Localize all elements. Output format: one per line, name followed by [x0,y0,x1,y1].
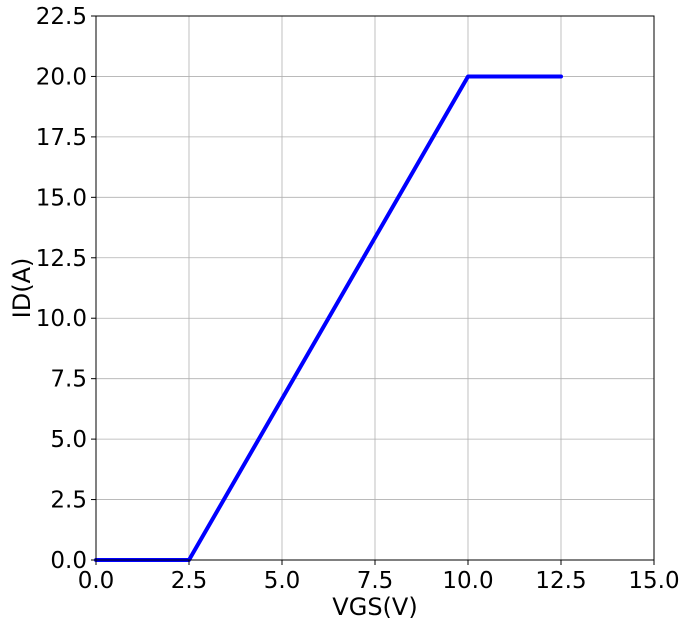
y-tick-label: 20.0 [36,64,87,90]
y-tick-label: 10.0 [36,306,87,332]
y-axis-label: ID(A) [8,258,36,319]
x-tick-label: 10.0 [442,568,493,594]
y-tick-label: 12.5 [36,246,87,272]
y-tick-label: 15.0 [36,185,87,211]
data-point [466,74,470,79]
y-tick-label: 2.5 [50,488,87,514]
x-tick-label: 2.5 [171,568,208,594]
y-tick-label: 0.0 [50,548,87,574]
x-axis-label: VGS(V) [332,593,417,621]
data-point [559,74,563,79]
x-tick-label: 0.0 [78,568,115,594]
y-tick-label: 5.0 [50,427,87,453]
ticks: 0.0 2.5 5.0 7.5 10.0 12.5 15.0 0.0 2.5 5.0 7.5 10.0… [36,4,680,594]
x-tick-label: 12.5 [535,568,586,594]
y-tick-label: 22.5 [36,4,87,30]
x-tick-label: 15.0 [628,568,679,594]
y-tick-label: 7.5 [50,367,87,393]
y-tick-label: 17.5 [36,125,87,151]
x-tick-label: 5.0 [264,568,301,594]
x-tick-label: 7.5 [357,568,394,594]
